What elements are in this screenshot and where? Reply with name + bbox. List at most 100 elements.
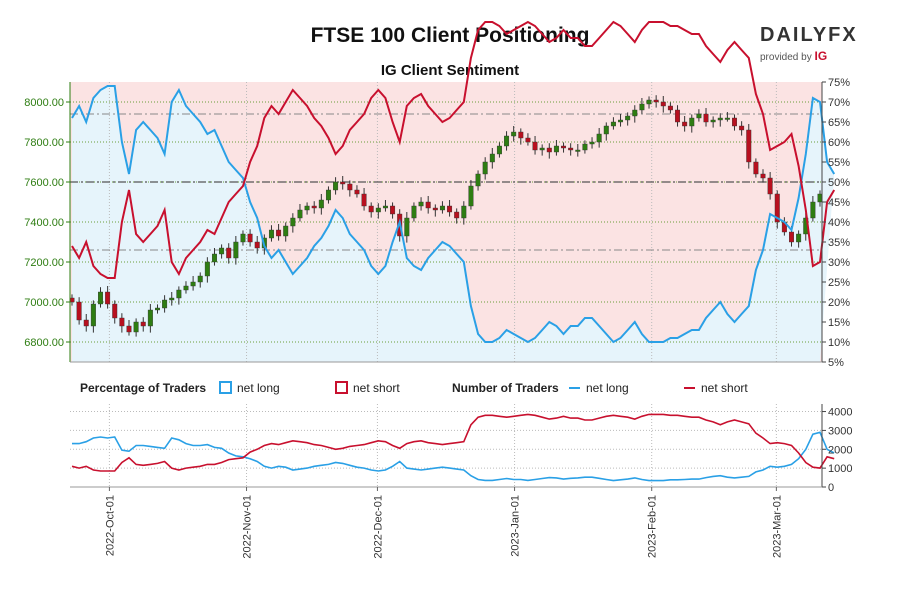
candle-body xyxy=(532,141,538,151)
right-tick-label: 10% xyxy=(828,337,850,349)
candle-body xyxy=(390,205,396,215)
legend-percentage-title: Percentage of Traders xyxy=(80,381,206,395)
logo-provided-text: provided by xyxy=(760,52,812,63)
lower-right-tick-label: 4000 xyxy=(828,407,852,419)
candle-body xyxy=(211,253,217,263)
price-candles xyxy=(69,95,823,337)
candle-body xyxy=(475,173,481,187)
candle-body xyxy=(582,143,588,151)
candle-body xyxy=(603,125,609,135)
right-tick-label: 40% xyxy=(828,217,850,229)
right-tick-label: 35% xyxy=(828,237,850,249)
right-tick-label: 70% xyxy=(828,97,850,109)
candle-body xyxy=(425,201,431,209)
candle-body xyxy=(162,299,168,309)
candle-body xyxy=(439,205,445,211)
legend-pct-long-label: net long xyxy=(237,381,280,395)
sentiment-fills xyxy=(70,82,835,362)
candle-body xyxy=(774,193,780,223)
candle-body xyxy=(304,205,310,211)
candle-body xyxy=(696,113,702,119)
candle-body xyxy=(511,131,517,137)
candle-body xyxy=(155,307,160,311)
candle-body xyxy=(254,241,260,249)
left-tick-label: 7000.00 xyxy=(24,297,64,309)
candle-body xyxy=(724,117,730,120)
candle-body xyxy=(625,115,631,121)
candle-body xyxy=(489,153,495,163)
logo-ig: IG xyxy=(814,49,828,63)
x-tick-label: 2023-Feb-01 xyxy=(647,495,659,558)
x-tick-label: 2022-Dec-01 xyxy=(372,495,384,559)
candle-body xyxy=(297,209,303,219)
candle-body xyxy=(461,205,467,219)
candle-body xyxy=(632,109,638,117)
lower-right-tick-label: 0 xyxy=(828,482,834,494)
candle-body xyxy=(112,303,118,319)
candle-body xyxy=(226,247,232,259)
legend-num-short-label: net short xyxy=(701,381,748,395)
left-tick-label: 6800.00 xyxy=(24,337,64,349)
candle-body xyxy=(147,309,153,327)
candle-body xyxy=(447,205,453,213)
x-axis-labels: 2022-Oct-01 2022-Nov-01 2022-Dec-01 2023-Ja… xyxy=(104,487,783,559)
candle-body xyxy=(133,321,139,333)
candle-body xyxy=(347,183,353,191)
left-tick-label: 7200.00 xyxy=(24,257,64,269)
right-tick-label: 25% xyxy=(828,277,850,289)
lower-gridlines xyxy=(70,404,822,488)
candle-body xyxy=(596,133,602,143)
candle-body xyxy=(717,117,723,121)
candle-body xyxy=(682,121,688,127)
candle-body xyxy=(767,177,773,195)
candle-body xyxy=(618,119,624,123)
right-tick-label: 15% xyxy=(828,317,850,329)
candle-body xyxy=(482,161,488,175)
x-tick-label: 2022-Oct-01 xyxy=(104,495,116,556)
legend-number-title: Number of Traders xyxy=(452,381,559,395)
candle-body xyxy=(126,325,132,333)
trader-count-lines xyxy=(71,413,835,482)
right-tick-label: 75% xyxy=(828,77,850,89)
candle-body xyxy=(105,291,111,305)
candle-body xyxy=(810,201,816,219)
candle-body xyxy=(169,297,175,301)
net-long-count-line xyxy=(72,431,835,482)
candle-body xyxy=(325,189,331,201)
candle-body xyxy=(468,185,474,207)
candle-body xyxy=(639,103,645,111)
candle-body xyxy=(432,207,438,211)
candle-body xyxy=(675,109,681,123)
candle-body xyxy=(454,211,460,219)
candle-body xyxy=(119,317,125,327)
right-tick-label: 5% xyxy=(828,357,844,369)
candle-body xyxy=(739,125,745,131)
candle-body xyxy=(575,149,581,152)
chart-title: FTSE 100 Client Positioning xyxy=(310,24,590,47)
candle-body xyxy=(204,261,210,277)
candle-body xyxy=(553,145,559,153)
candle-body xyxy=(732,117,737,127)
candle-body xyxy=(333,181,339,191)
candle-body xyxy=(610,121,616,127)
right-tick-label: 20% xyxy=(828,297,850,309)
candle-body xyxy=(382,205,388,209)
candle-body xyxy=(318,199,324,209)
logo-provided-by: provided by IG xyxy=(760,49,870,63)
candle-body xyxy=(176,289,182,299)
candle-body xyxy=(354,189,360,195)
candle-body xyxy=(140,321,146,327)
candle-body xyxy=(539,147,545,151)
right-tick-label: 30% xyxy=(828,257,850,269)
candle-body xyxy=(753,161,759,175)
candle-body xyxy=(83,319,89,327)
candle-body xyxy=(589,141,595,145)
net-short-count-line xyxy=(71,413,835,472)
candle-body xyxy=(233,241,239,259)
candle-body xyxy=(646,99,652,105)
candle-body xyxy=(418,201,424,207)
candle-body xyxy=(710,119,716,123)
candle-body xyxy=(361,193,367,207)
percentage-lines xyxy=(71,20,836,344)
